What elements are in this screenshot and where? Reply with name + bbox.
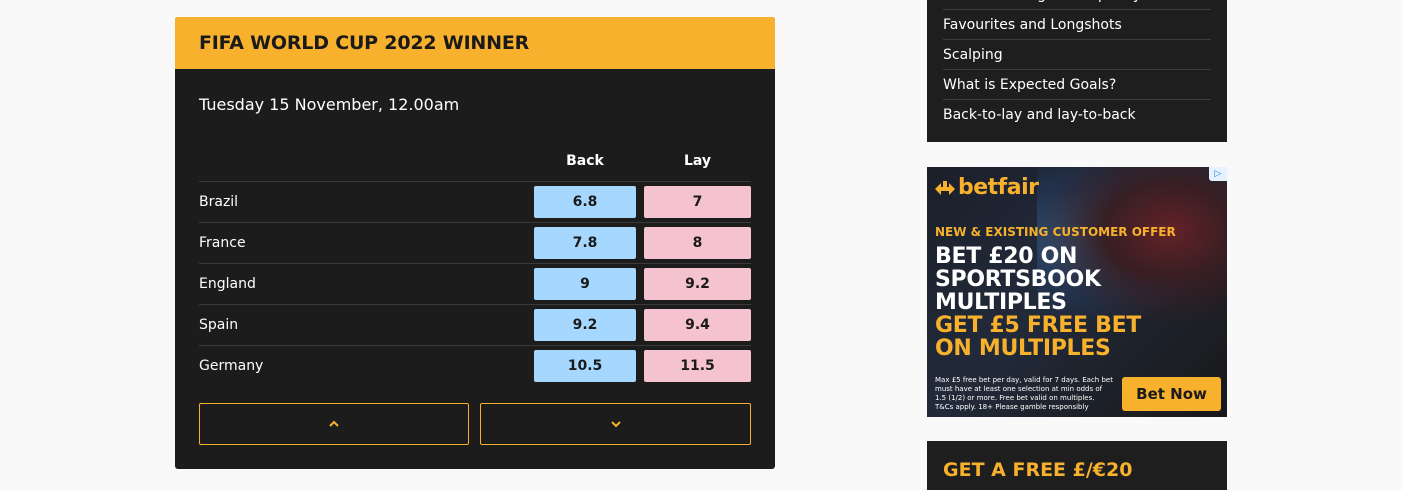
- back-odds-button[interactable]: 6.8: [534, 186, 636, 218]
- ad-headline-line: GET £5 FREE BET: [935, 313, 1142, 338]
- table-row: England 9 9.2: [199, 264, 751, 305]
- sidebar-link[interactable]: Back-to-lay and lay-to-back: [943, 107, 1136, 123]
- team-name: France: [199, 235, 246, 251]
- sidebar-link[interactable]: Market Making and Liquidity: [943, 0, 1211, 10]
- team-name: Germany: [199, 358, 264, 374]
- lay-odds-button[interactable]: 11.5: [644, 350, 751, 382]
- betfair-arrow-icon: [935, 180, 955, 195]
- lay-odds-button[interactable]: 8: [644, 227, 751, 259]
- table-row: Spain 9.2 9.4: [199, 305, 751, 346]
- odds-table-header: Back Lay: [199, 152, 751, 182]
- sidebar-link-list: Market Making and Liquidity Favourites a…: [927, 0, 1227, 142]
- scroll-up-button[interactable]: [199, 403, 469, 445]
- adchoices-icon[interactable]: ▷: [1209, 167, 1227, 181]
- sidebar-link[interactable]: Favourites and Longshots: [943, 10, 1211, 40]
- ad-headline-line: BET £20 ON: [935, 244, 1078, 269]
- ad-photo: [1037, 167, 1227, 327]
- promo-card[interactable]: GET A FREE £/€20: [927, 441, 1227, 490]
- lay-odds-button[interactable]: 9.4: [644, 309, 751, 341]
- betfair-logo-text: betfair: [958, 175, 1039, 200]
- table-row: France 7.8 8: [199, 223, 751, 264]
- chevron-down-icon: [610, 421, 621, 428]
- ad-offer-label: NEW & EXISTING CUSTOMER OFFER: [935, 225, 1176, 239]
- table-row: Brazil 6.8 7: [199, 182, 751, 223]
- back-odds-button[interactable]: 10.5: [534, 350, 636, 382]
- promo-title: GET A FREE £/€20: [943, 459, 1133, 481]
- table-row: Germany 10.5 11.5: [199, 346, 751, 387]
- scroll-down-button[interactable]: [480, 403, 751, 445]
- market-date: Tuesday 15 November, 12.00am: [199, 95, 460, 114]
- lay-odds-button[interactable]: 9.2: [644, 268, 751, 300]
- chevron-up-icon: [329, 420, 339, 427]
- odds-table: Back Lay Brazil 6.8 7 France 7.8 8 Engla…: [199, 152, 751, 387]
- ad-headline-line: ON MULTIPLES: [935, 336, 1111, 361]
- team-name: England: [199, 276, 256, 292]
- back-odds-button[interactable]: 9: [534, 268, 636, 300]
- back-odds-button[interactable]: 7.8: [534, 227, 636, 259]
- team-name: Spain: [199, 317, 239, 333]
- sidebar-link[interactable]: What is Expected Goals?: [943, 70, 1211, 100]
- odds-widget-header: FIFA WORLD CUP 2022 WINNER: [175, 17, 775, 69]
- ad-headline-line: MULTIPLES: [935, 290, 1067, 315]
- ad-terms: Max £5 free bet per day, valid for 7 day…: [935, 376, 1113, 411]
- odds-widget: FIFA WORLD CUP 2022 WINNER Tuesday 15 No…: [175, 17, 775, 469]
- ad-headline-line: SPORTSBOOK: [935, 267, 1101, 292]
- ad-headline: BET £20 ON SPORTSBOOK MULTIPLES GET £5 F…: [935, 245, 1225, 360]
- market-title: FIFA WORLD CUP 2022 WINNER: [199, 32, 530, 54]
- betfair-ad-banner[interactable]: ▷ betfair NEW & EXISTING CUSTOMER OFFER …: [927, 167, 1227, 417]
- team-name: Brazil: [199, 194, 239, 210]
- back-column-header: Back: [566, 153, 604, 169]
- lay-odds-button[interactable]: 7: [644, 186, 751, 218]
- betfair-logo: betfair: [935, 175, 1039, 200]
- lay-column-header: Lay: [683, 153, 712, 169]
- bet-now-button[interactable]: Bet Now: [1122, 377, 1221, 411]
- sidebar-link[interactable]: Scalping: [943, 40, 1211, 70]
- back-odds-button[interactable]: 9.2: [534, 309, 636, 341]
